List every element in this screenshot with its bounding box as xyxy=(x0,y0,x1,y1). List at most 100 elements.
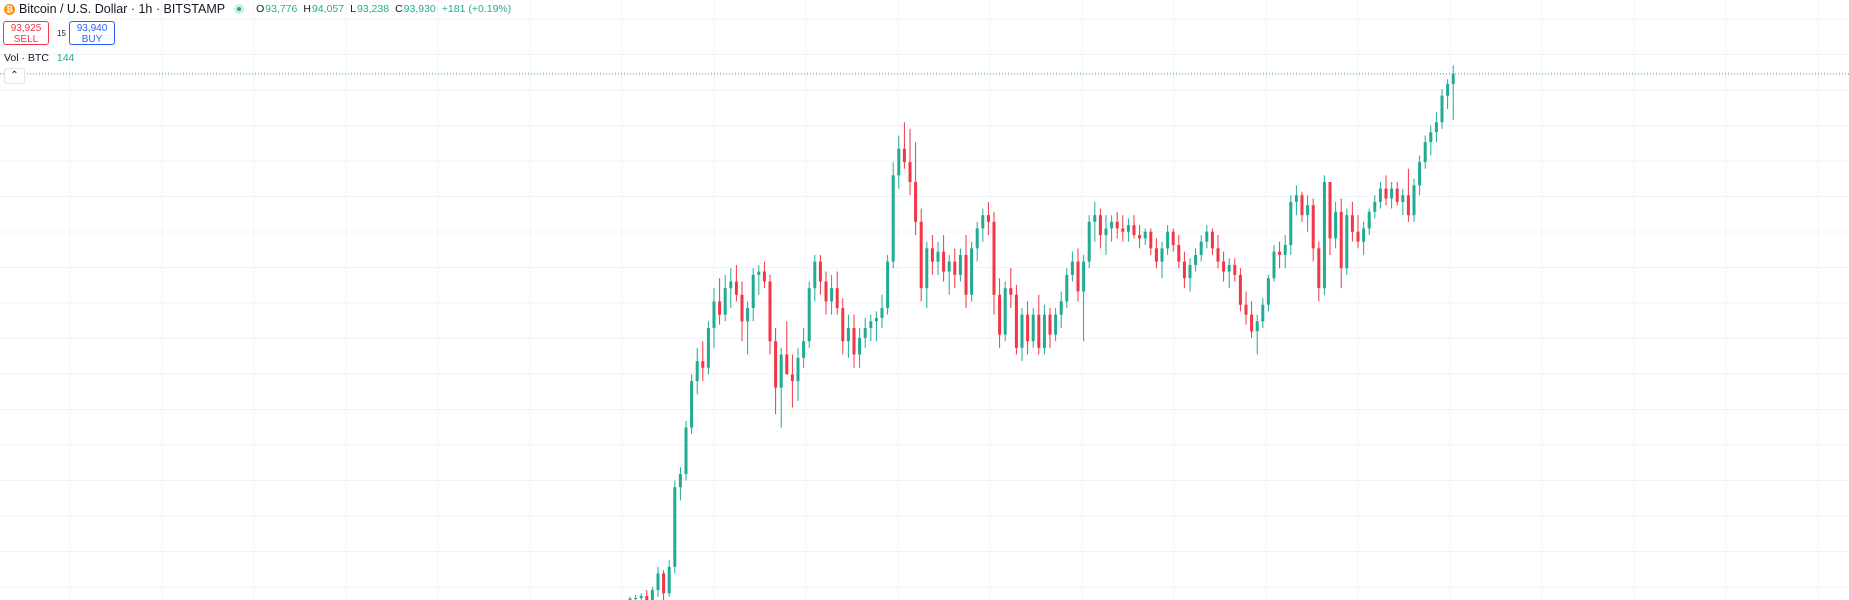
candle-body xyxy=(628,598,632,600)
candle-body xyxy=(762,271,766,282)
candle xyxy=(1233,258,1237,282)
candle-body xyxy=(1098,215,1102,236)
candle xyxy=(1311,198,1315,262)
candle-body xyxy=(684,427,688,474)
candle-body xyxy=(746,308,750,322)
candle-body xyxy=(841,308,845,342)
candle-body xyxy=(942,251,946,272)
candle xyxy=(835,271,839,315)
buy-button[interactable]: 93,940 BUY xyxy=(69,21,115,45)
candle xyxy=(1171,228,1175,252)
candle xyxy=(830,274,834,315)
candle-body xyxy=(863,327,867,338)
candle-body xyxy=(858,337,862,355)
candle xyxy=(695,347,699,395)
candle xyxy=(1250,301,1254,338)
candle xyxy=(673,480,677,574)
candle-body xyxy=(1367,211,1371,229)
candle-body xyxy=(1362,228,1366,242)
candle xyxy=(1300,191,1304,222)
candle-body xyxy=(1451,73,1455,85)
candle xyxy=(1328,181,1332,255)
candle-body xyxy=(1322,181,1326,289)
candle-body xyxy=(1339,211,1343,269)
candle-body xyxy=(852,327,856,355)
candle-body xyxy=(914,181,918,222)
candle xyxy=(807,281,811,348)
volume-legend[interactable]: Vol · BTC 144 xyxy=(4,52,74,64)
candle xyxy=(1188,258,1192,292)
candle-body xyxy=(986,215,990,222)
candle xyxy=(1418,155,1422,196)
candle-body xyxy=(1311,205,1315,249)
symbol-legend: ₿ Bitcoin / U.S. Dollar · 1h · BITSTAMP … xyxy=(4,1,511,17)
candle-body xyxy=(718,301,722,315)
candle-body xyxy=(1194,254,1198,265)
candle xyxy=(1395,181,1399,206)
collapse-legend-button[interactable]: ⌃ xyxy=(4,68,25,84)
candle-body xyxy=(1199,241,1203,255)
candle xyxy=(998,278,1002,348)
candle-body xyxy=(1418,162,1422,186)
candle xyxy=(790,354,794,408)
candle xyxy=(650,586,654,600)
candle xyxy=(1205,225,1209,249)
candle xyxy=(886,254,890,315)
candle-body xyxy=(1317,248,1321,289)
candle xyxy=(925,241,929,309)
candle xyxy=(1059,291,1063,328)
candle xyxy=(914,142,918,236)
candle-body xyxy=(1093,215,1097,222)
candle-body xyxy=(930,248,934,262)
candle xyxy=(858,327,862,368)
candle xyxy=(942,235,946,282)
candle-body xyxy=(1065,274,1069,302)
candle xyxy=(1216,235,1220,269)
candle xyxy=(1070,251,1074,282)
price-change: +181 (+0.19%) xyxy=(441,3,512,15)
candle-body xyxy=(1278,251,1282,255)
candle xyxy=(667,560,671,597)
candle-body xyxy=(729,281,733,289)
candle xyxy=(1261,298,1265,328)
market-status-icon[interactable] xyxy=(234,4,245,14)
candle xyxy=(684,420,688,481)
sell-button[interactable]: 93,925 SELL xyxy=(3,21,49,45)
volume-value: 144 xyxy=(56,52,75,64)
candle xyxy=(1065,268,1069,309)
candle xyxy=(1149,228,1153,255)
candle-body xyxy=(1054,314,1058,335)
candle xyxy=(869,314,873,342)
candle-body xyxy=(1104,228,1108,236)
candle xyxy=(936,241,940,275)
candle-body xyxy=(1115,221,1119,229)
sell-price: 93,925 xyxy=(10,23,42,34)
candle xyxy=(891,162,895,269)
candle xyxy=(1345,208,1349,275)
candle xyxy=(1076,248,1080,302)
candle-body xyxy=(667,566,671,594)
candle xyxy=(1042,304,1046,355)
candle-body xyxy=(813,261,817,289)
candle-body xyxy=(1238,274,1242,305)
candle xyxy=(1390,181,1394,209)
candle xyxy=(1037,294,1041,355)
candle xyxy=(1182,251,1186,289)
candle xyxy=(1003,281,1007,342)
candle xyxy=(1272,245,1276,282)
candle-body xyxy=(1356,231,1360,242)
candle xyxy=(1054,308,1058,342)
candle xyxy=(1412,178,1416,222)
candle-body xyxy=(1233,264,1237,275)
candle-body xyxy=(981,215,985,229)
candle xyxy=(964,235,968,309)
candle-body xyxy=(790,374,794,382)
symbol-title[interactable]: Bitcoin / U.S. Dollar · 1h · BITSTAMP xyxy=(19,2,226,16)
candle xyxy=(1048,308,1052,348)
candle xyxy=(880,294,884,328)
candle-body xyxy=(1306,205,1310,216)
candle-body xyxy=(751,274,755,309)
candle-body xyxy=(1446,84,1450,96)
candle-body xyxy=(712,301,716,328)
